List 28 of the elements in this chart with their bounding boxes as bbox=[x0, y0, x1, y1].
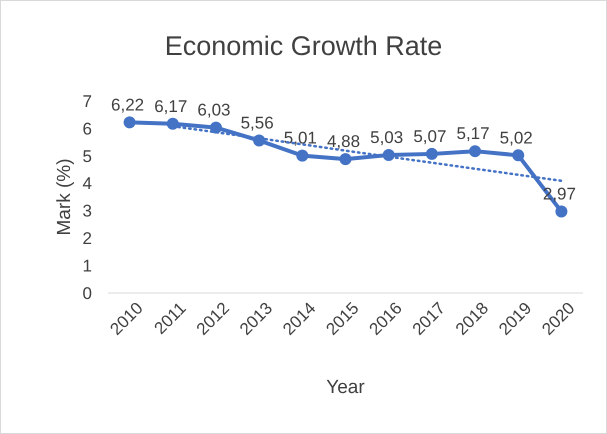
data-label: 5,01 bbox=[284, 128, 317, 148]
data-label: 5,03 bbox=[370, 128, 404, 148]
data-label: 5,07 bbox=[413, 126, 446, 146]
point bbox=[555, 206, 568, 218]
data-label: 6,22 bbox=[111, 95, 144, 114]
y-tick-label: 1 bbox=[82, 256, 92, 276]
y-tick-label: 2 bbox=[82, 229, 92, 248]
point bbox=[512, 149, 524, 162]
data-label: 5,17 bbox=[456, 124, 490, 144]
point bbox=[340, 153, 352, 166]
y-tick-label: 4 bbox=[82, 174, 92, 194]
data-label: 4,88 bbox=[326, 132, 360, 152]
point bbox=[426, 148, 438, 160]
point bbox=[296, 150, 308, 162]
data-label: 5,02 bbox=[500, 128, 533, 148]
y-axis-title: Mark (%) bbox=[54, 158, 75, 236]
point bbox=[469, 145, 482, 158]
y-tick-label: 7 bbox=[82, 92, 92, 111]
point bbox=[124, 116, 136, 128]
y-tick-label: 3 bbox=[82, 202, 92, 221]
data-label: 5,56 bbox=[240, 113, 274, 132]
y-tick-label: 5 bbox=[82, 146, 92, 166]
y-tick-label: 0 bbox=[82, 284, 92, 303]
y-tick-label: 6 bbox=[82, 119, 92, 138]
data-label: 6,17 bbox=[154, 96, 188, 116]
chart-title: Economic Growth Rate bbox=[164, 31, 442, 61]
x-axis-title: Year bbox=[326, 377, 366, 398]
data-label: 6,03 bbox=[197, 100, 230, 120]
